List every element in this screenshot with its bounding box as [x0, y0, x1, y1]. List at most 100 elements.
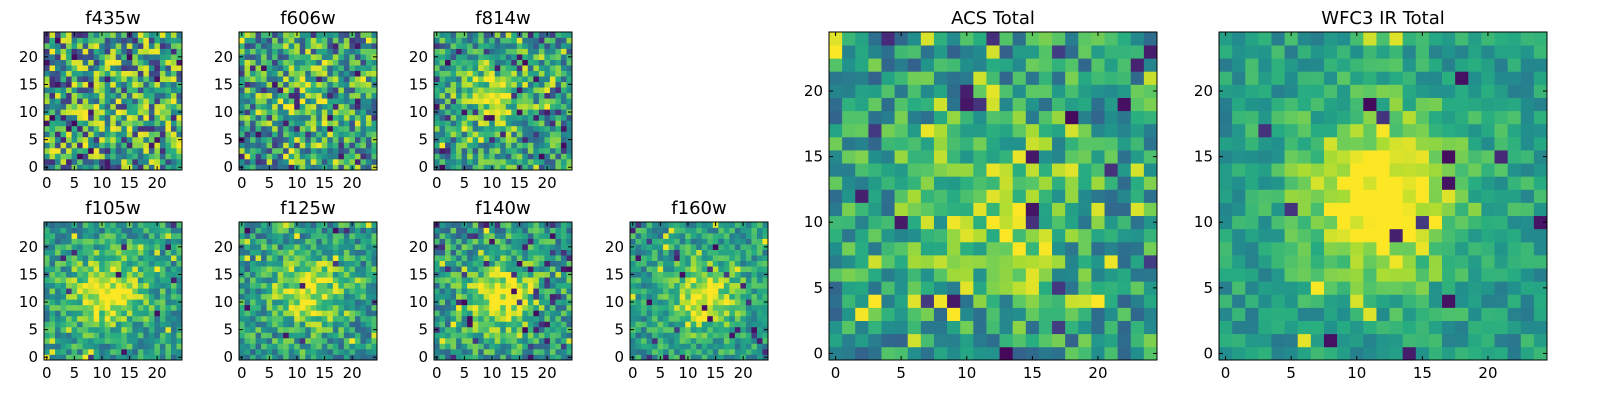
heatmap-cell [1012, 346, 1027, 361]
heatmap-cell [745, 277, 752, 284]
heatmap-cell [544, 147, 551, 154]
heatmap-cell [170, 326, 177, 333]
heatmap-cell [99, 114, 106, 121]
heatmap-cell [77, 315, 83, 322]
heatmap-cell [299, 227, 306, 234]
heatmap-cell [1038, 346, 1053, 361]
heatmap-cell [729, 332, 736, 339]
heatmap-cell [121, 153, 128, 160]
heatmap-cell [1065, 241, 1079, 256]
heatmap-cell [461, 266, 468, 273]
heatmap-cell [316, 222, 323, 228]
heatmap-cell [434, 92, 440, 99]
heatmap-cell [115, 158, 122, 165]
heatmap-cell [522, 337, 529, 344]
heatmap-cell [566, 238, 573, 245]
y-tick-label: 20 [409, 48, 428, 66]
heatmap-cell [244, 87, 251, 94]
heatmap-cell [973, 176, 987, 190]
heatmap-cell [244, 354, 251, 361]
heatmap-cell [110, 131, 117, 138]
heatmap-cell [478, 120, 485, 127]
heatmap-cell [266, 81, 273, 88]
heatmap-cell [261, 332, 267, 339]
heatmap-cell [646, 332, 653, 339]
heatmap-cell [450, 65, 457, 71]
heatmap-cell [365, 321, 372, 328]
heatmap-cell [960, 307, 974, 321]
heatmap-cell [239, 65, 245, 71]
heatmap-cell [49, 233, 56, 239]
heatmap-cell [365, 222, 372, 228]
heatmap-cell [343, 354, 350, 361]
heatmap-cell [110, 260, 117, 267]
heatmap-cell [88, 54, 95, 60]
heatmap-cell [332, 354, 339, 361]
heatmap-cell [299, 114, 306, 121]
heatmap-cell [165, 337, 172, 344]
heatmap-cell [277, 81, 284, 88]
heatmap-cell [277, 109, 284, 116]
heatmap-cell [555, 282, 562, 289]
heatmap-cell [690, 293, 697, 300]
heatmap-cell [712, 326, 719, 333]
heatmap-cell [154, 37, 161, 44]
heatmap-cell [266, 37, 273, 44]
heatmap-cell [500, 43, 507, 49]
heatmap-cell [288, 125, 295, 132]
heatmap-cell [668, 277, 675, 284]
heatmap-cell [1117, 176, 1132, 190]
heatmap-cell [450, 114, 457, 121]
heatmap-cell [560, 48, 567, 55]
heatmap-cell [445, 76, 451, 83]
heatmap-cell [674, 266, 681, 273]
heatmap-cell [712, 282, 719, 289]
heatmap-cell [165, 255, 172, 261]
heatmap-cell [450, 332, 457, 339]
heatmap-cell [538, 103, 545, 110]
heatmap-cell [244, 164, 251, 171]
heatmap-cell [272, 348, 278, 355]
heatmap-cell [842, 228, 856, 243]
heatmap-cell [288, 222, 295, 228]
heatmap-cell [121, 277, 128, 284]
heatmap-cell [332, 266, 339, 273]
heatmap-cell [549, 59, 556, 66]
heatmap-cell [657, 343, 664, 350]
heatmap-cell [360, 288, 367, 295]
heatmap-cell [723, 354, 730, 361]
heatmap-cell [756, 354, 763, 361]
heatmap-cell [305, 249, 312, 256]
heatmap-cell [299, 244, 306, 250]
heatmap-cell [533, 299, 540, 306]
heatmap-cell [126, 249, 133, 256]
heatmap-cell [445, 70, 451, 77]
heatmap-cell [566, 37, 573, 44]
heatmap-cell [560, 131, 567, 138]
heatmap-cell [456, 244, 462, 250]
heatmap-cell [82, 37, 89, 44]
heatmap-cell [751, 244, 758, 250]
heatmap-cell [266, 288, 273, 295]
heatmap-cell [310, 271, 317, 278]
heatmap-cell [299, 103, 306, 110]
heatmap-cell [288, 238, 295, 245]
heatmap-cell [294, 70, 301, 77]
heatmap-cell [566, 153, 573, 160]
heatmap-cell [641, 354, 647, 361]
heatmap-cell [538, 271, 545, 278]
heatmap-cell [143, 299, 150, 306]
heatmap-cell [82, 70, 89, 77]
heatmap-cell [920, 307, 935, 321]
heatmap-cell [250, 332, 256, 339]
heatmap-cell [505, 354, 512, 361]
heatmap-cell [349, 76, 356, 83]
heatmap-cell [88, 315, 95, 322]
heatmap-cell [829, 150, 843, 164]
heatmap-cell [88, 282, 95, 289]
heatmap-cell [745, 326, 752, 333]
heatmap-cell [461, 131, 468, 138]
heatmap-cell [467, 37, 473, 44]
heatmap-cell [511, 238, 518, 245]
heatmap-cell [718, 293, 725, 300]
